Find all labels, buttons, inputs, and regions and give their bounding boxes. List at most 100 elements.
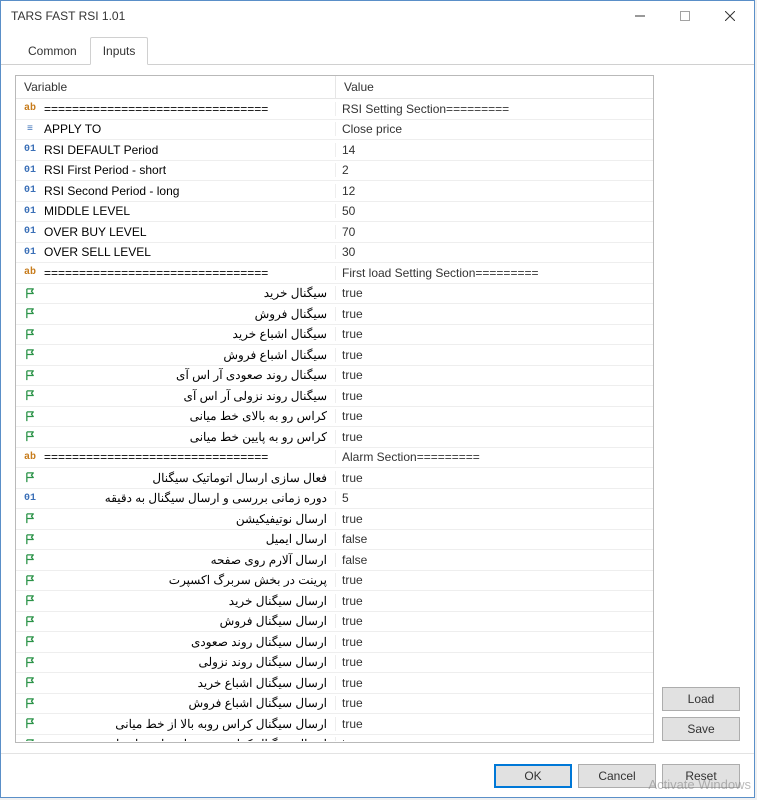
value-cell[interactable]: true — [336, 594, 653, 608]
bool-icon — [22, 370, 38, 381]
variable-cell: پرینت در بخش سربرگ اکسپرت — [16, 573, 336, 587]
value-cell[interactable]: true — [336, 389, 653, 403]
table-row[interactable]: 01OVER SELL LEVEL30 — [16, 243, 653, 264]
table-row[interactable]: 01MIDDLE LEVEL50 — [16, 202, 653, 223]
table-row[interactable]: سیگنال روند نزولی آر اس آیtrue — [16, 386, 653, 407]
bool-icon — [22, 657, 38, 668]
int-icon: 01 — [22, 144, 38, 155]
variable-cell: ارسال سیگنال روند نزولی — [16, 655, 336, 669]
value-cell[interactable]: 50 — [336, 204, 653, 218]
minimize-button[interactable] — [617, 2, 662, 30]
table-row[interactable]: ab================================First … — [16, 263, 653, 284]
cancel-button[interactable]: Cancel — [578, 764, 656, 788]
value-cell[interactable]: 30 — [336, 245, 653, 259]
table-row[interactable]: سیگنال فروشtrue — [16, 304, 653, 325]
table-row[interactable]: 01دوره زمانی بررسی و ارسال سیگنال به دقی… — [16, 489, 653, 510]
table-row[interactable]: سیگنال اشباع خریدtrue — [16, 325, 653, 346]
variable-cell: 01RSI Second Period - long — [16, 184, 336, 198]
table-row[interactable]: ارسال آلارم روی صفحهfalse — [16, 550, 653, 571]
value-cell[interactable]: 70 — [336, 225, 653, 239]
dialog-window: TARS FAST RSI 1.01 Common Inputs Variabl… — [0, 0, 755, 798]
table-row[interactable]: سیگنال روند صعودی آر اس آیtrue — [16, 366, 653, 387]
variable-cell: کراس رو به پایین خط میانی — [16, 430, 336, 444]
variable-label: RSI Second Period - long — [44, 184, 329, 198]
save-button[interactable]: Save — [662, 717, 740, 741]
table-row[interactable]: ارسال سیگنال روند صعودیtrue — [16, 632, 653, 653]
grid-body[interactable]: ab================================RSI Se… — [16, 99, 653, 741]
value-cell[interactable]: true — [336, 676, 653, 690]
value-cell[interactable]: true — [336, 512, 653, 526]
table-row[interactable]: ارسال سیگنال کراس رو به پایین از خط میان… — [16, 735, 653, 742]
table-row[interactable]: ab================================Alarm … — [16, 448, 653, 469]
load-button[interactable]: Load — [662, 687, 740, 711]
value-cell[interactable]: Close price — [336, 122, 653, 136]
ok-button[interactable]: OK — [494, 764, 572, 788]
table-row[interactable]: سیگنال اشباع فروشtrue — [16, 345, 653, 366]
value-cell[interactable]: true — [336, 368, 653, 382]
value-cell[interactable]: false — [336, 553, 653, 567]
value-cell[interactable]: true — [336, 471, 653, 485]
table-row[interactable]: کراس رو به پایین خط میانیtrue — [16, 427, 653, 448]
table-row[interactable]: ارسال ایمیلfalse — [16, 530, 653, 551]
bool-icon — [22, 698, 38, 709]
value-cell[interactable]: true — [336, 348, 653, 362]
header-value[interactable]: Value — [336, 76, 653, 98]
maximize-button[interactable] — [662, 2, 707, 30]
table-row[interactable]: ارسال سیگنال اشباع خریدtrue — [16, 673, 653, 694]
table-row[interactable]: ارسال نوتیفیکیشنtrue — [16, 509, 653, 530]
value-cell[interactable]: true — [336, 717, 653, 731]
header-variable[interactable]: Variable — [16, 76, 336, 98]
table-row[interactable]: فعال سازی ارسال اتوماتیک سیگنالtrue — [16, 468, 653, 489]
table-row[interactable]: پرینت در بخش سربرگ اکسپرتtrue — [16, 571, 653, 592]
bool-icon — [22, 329, 38, 340]
table-row[interactable]: 01RSI Second Period - long12 — [16, 181, 653, 202]
table-row[interactable]: ab================================RSI Se… — [16, 99, 653, 120]
value-cell[interactable]: 5 — [336, 491, 653, 505]
table-row[interactable]: ارسال سیگنال روند نزولی true — [16, 653, 653, 674]
table-row[interactable]: ارسال سیگنال اشباع فروش true — [16, 694, 653, 715]
variable-label: OVER SELL LEVEL — [44, 245, 329, 259]
value-cell[interactable]: Alarm Section========= — [336, 450, 653, 464]
value-cell[interactable]: true — [336, 635, 653, 649]
value-cell[interactable]: First load Setting Section========= — [336, 266, 653, 280]
int-icon: 01 — [22, 165, 38, 176]
ab-icon: ab — [22, 103, 38, 114]
value-cell[interactable]: true — [336, 430, 653, 444]
value-cell[interactable]: true — [336, 614, 653, 628]
bool-icon — [22, 390, 38, 401]
table-row[interactable]: 01OVER BUY LEVEL70 — [16, 222, 653, 243]
value-cell[interactable]: true — [336, 327, 653, 341]
value-cell[interactable]: 12 — [336, 184, 653, 198]
table-row[interactable]: سیگنال خریدtrue — [16, 284, 653, 305]
value-cell[interactable]: true — [336, 655, 653, 669]
variable-label: کراس رو به بالای خط میانی — [44, 409, 329, 423]
close-button[interactable] — [707, 2, 752, 30]
value-cell[interactable]: RSI Setting Section========= — [336, 102, 653, 116]
table-row[interactable]: ≡APPLY TOClose price — [16, 120, 653, 141]
variable-label: ارسال سیگنال اشباع فروش — [44, 696, 329, 710]
bool-icon — [22, 534, 38, 545]
value-cell[interactable]: true — [336, 307, 653, 321]
table-row[interactable]: ارسال سیگنال فروشtrue — [16, 612, 653, 633]
tab-inputs[interactable]: Inputs — [90, 37, 149, 65]
table-row[interactable]: ارسال سیگنال خریدtrue — [16, 591, 653, 612]
value-cell[interactable]: false — [336, 532, 653, 546]
value-cell[interactable]: true — [336, 737, 653, 741]
variable-label: ارسال سیگنال روند نزولی — [44, 655, 329, 669]
table-row[interactable]: 01RSI DEFAULT Period14 — [16, 140, 653, 161]
table-row[interactable]: 01 RSI First Period - short 2 — [16, 161, 653, 182]
value-cell[interactable]: true — [336, 286, 653, 300]
bool-icon — [22, 431, 38, 442]
value-cell[interactable]: 14 — [336, 143, 653, 157]
bool-icon — [22, 616, 38, 627]
value-cell[interactable]: true — [336, 696, 653, 710]
table-row[interactable]: ارسال سیگنال کراس روبه بالا از خط میانیt… — [16, 714, 653, 735]
table-row[interactable]: کراس رو به بالای خط میانی true — [16, 407, 653, 428]
variable-label: RSI First Period - short — [44, 163, 329, 177]
value-cell[interactable]: true — [336, 409, 653, 423]
bool-icon — [22, 308, 38, 319]
reset-button[interactable]: Reset — [662, 764, 740, 788]
tab-common[interactable]: Common — [15, 37, 90, 64]
value-cell[interactable]: true — [336, 573, 653, 587]
value-cell[interactable]: 2 — [336, 163, 653, 177]
